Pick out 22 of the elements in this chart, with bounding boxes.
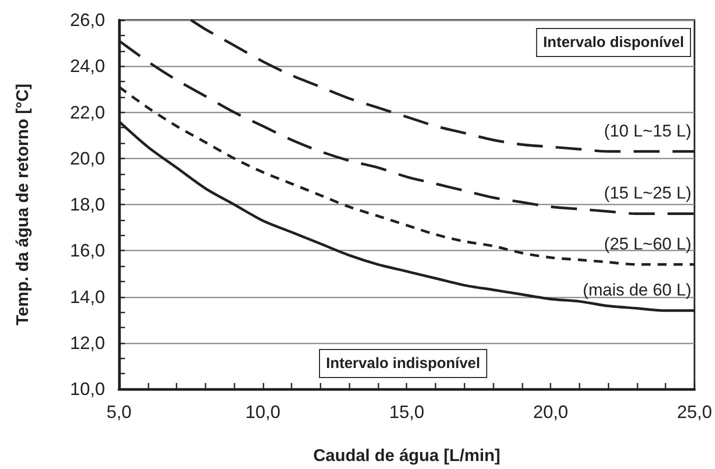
x-tick-label: 10,0 bbox=[245, 402, 280, 422]
y-axis-title: Temp. da água de retorno [°C] bbox=[13, 84, 32, 326]
series-label: (25 L~60 L) bbox=[604, 234, 692, 254]
y-tick-label: 16,0 bbox=[70, 240, 105, 261]
y-tick-label: 10,0 bbox=[70, 379, 105, 399]
y-tick-label: 26,0 bbox=[70, 10, 105, 30]
x-tick-label: 5,0 bbox=[106, 402, 132, 422]
x-tick-label: 15,0 bbox=[389, 402, 424, 422]
y-tick-label: 12,0 bbox=[70, 332, 105, 353]
y-tick-label: 22,0 bbox=[70, 102, 105, 122]
series-label: (mais de 60 L) bbox=[582, 280, 692, 300]
series-label: (10 L~15 L) bbox=[604, 121, 692, 140]
y-tick-label: 18,0 bbox=[70, 194, 105, 214]
x-tick-label: 20,0 bbox=[533, 402, 568, 422]
y-tick-label: 24,0 bbox=[70, 56, 105, 76]
series-label: (15 L~25 L) bbox=[604, 184, 692, 203]
y-tick-label: 20,0 bbox=[70, 148, 105, 168]
x-tick-label: 25,0 bbox=[676, 402, 712, 422]
annotation: Intervalo indisponível bbox=[326, 355, 480, 372]
y-tick-label: 14,0 bbox=[70, 286, 105, 307]
annotation: Intervalo disponível bbox=[543, 34, 684, 51]
x-axis-title: Caudal de água [L/min] bbox=[313, 446, 500, 465]
